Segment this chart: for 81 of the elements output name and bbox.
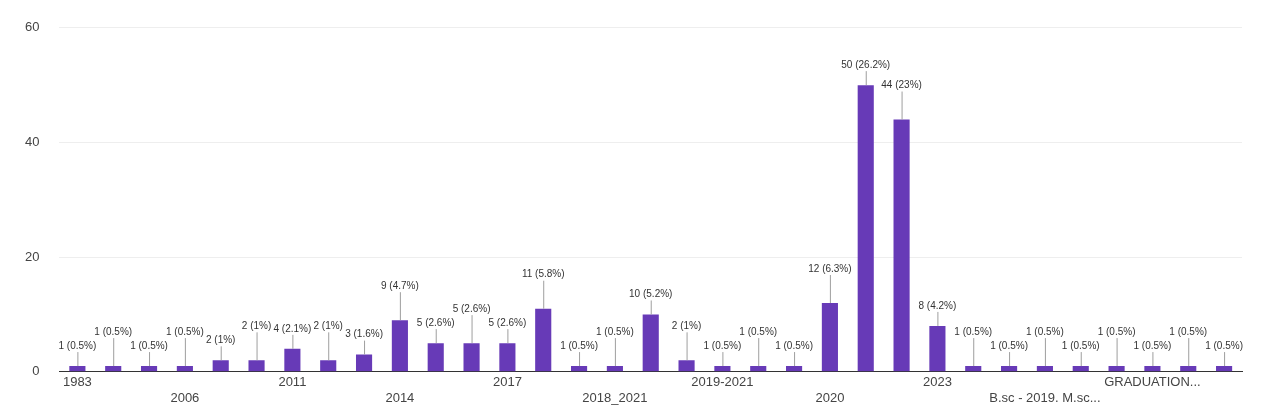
- bar: [571, 366, 588, 372]
- bar: [965, 366, 982, 372]
- bar: [499, 343, 516, 372]
- data-label: 5 (2.6%): [488, 316, 527, 328]
- data-label: 1 (0.5%): [560, 339, 598, 351]
- bar: [248, 360, 265, 372]
- data-label: 1 (0.5%): [596, 325, 634, 337]
- bar: [535, 308, 552, 372]
- data-label: 1 (0.5%): [739, 325, 778, 337]
- data-label: 1 (0.5%): [1097, 325, 1136, 337]
- data-label: 12 (6.3%): [808, 262, 852, 274]
- data-label: 44 (23%): [881, 79, 922, 91]
- data-label: 50 (26.2%): [841, 58, 891, 70]
- x-tick-label: B.sc - 2019. M.sc...: [989, 389, 1101, 405]
- data-label: 3 (1.6%): [345, 328, 383, 340]
- bar: [1108, 366, 1125, 372]
- bar: [1072, 366, 1089, 372]
- x-tick-label: 2017: [492, 374, 522, 390]
- data-label: 1 (0.5%): [1026, 325, 1064, 337]
- x-tick-label: 2019-2021: [691, 374, 754, 390]
- y-tick-label: 20: [24, 248, 40, 264]
- data-label: 2 (1%): [671, 320, 702, 332]
- bar: [463, 343, 480, 372]
- data-label: 1 (0.5%): [165, 325, 204, 337]
- bar: [69, 366, 86, 372]
- data-label: 1 (0.5%): [58, 339, 97, 351]
- y-tick-label: 40: [24, 134, 40, 150]
- bar: [929, 325, 946, 372]
- data-label: 4 (2.1%): [273, 322, 312, 334]
- data-label: 1 (0.5%): [1205, 339, 1243, 351]
- bar: [284, 348, 301, 372]
- bar: [176, 366, 193, 372]
- bar: [821, 303, 838, 372]
- data-label: 5 (2.6%): [416, 316, 455, 328]
- bar: [642, 314, 659, 372]
- bar: [1180, 366, 1197, 372]
- data-label: 1 (0.5%): [990, 339, 1028, 351]
- bar: [391, 320, 408, 372]
- x-tick-label: 2011: [278, 374, 307, 390]
- x-tick-label: GRADUATION...: [1104, 374, 1201, 390]
- data-label: 1 (0.5%): [130, 339, 168, 351]
- bar: [427, 343, 444, 372]
- data-label: 1 (0.5%): [775, 339, 813, 351]
- bar: [678, 360, 695, 372]
- x-tick-label: 2023: [922, 374, 952, 390]
- data-label: 11 (5.8%): [521, 268, 565, 280]
- bar: [606, 366, 623, 372]
- data-label: 1 (0.5%): [703, 339, 742, 351]
- bar: [1216, 366, 1233, 372]
- x-tick-label: 2006: [170, 389, 200, 405]
- bar: [1001, 366, 1018, 372]
- data-label: 5 (2.6%): [452, 302, 491, 314]
- data-label: 2 (1%): [313, 320, 343, 332]
- data-label: 1 (0.5%): [1169, 325, 1208, 337]
- bar: [786, 366, 803, 372]
- x-tick-label: 1983: [62, 374, 92, 390]
- data-label: 2 (1%): [205, 334, 236, 346]
- x-tick-label: 2018_2021: [582, 389, 648, 405]
- bar: [355, 354, 373, 372]
- data-label: 1 (0.5%): [954, 325, 993, 337]
- data-label: 1 (0.5%): [94, 325, 133, 337]
- data-label: 8 (4.2%): [918, 299, 957, 311]
- y-tick-label: 60: [24, 19, 40, 35]
- bar: [1144, 366, 1161, 372]
- bar: [750, 366, 767, 372]
- bar: [320, 360, 337, 372]
- bar: [212, 360, 229, 372]
- bar: [893, 119, 910, 372]
- bar: [140, 366, 158, 372]
- bar: [714, 366, 731, 372]
- bar: [105, 366, 122, 372]
- bar: [1036, 366, 1053, 372]
- y-tick-label: 0: [32, 363, 40, 379]
- data-label: 1 (0.5%): [1133, 339, 1172, 351]
- data-label: 2 (1%): [241, 320, 272, 332]
- data-label: 10 (5.2%): [629, 288, 673, 300]
- bar: [857, 85, 874, 372]
- x-tick-label: 2014: [385, 389, 415, 405]
- data-label: 1 (0.5%): [1061, 339, 1100, 351]
- x-tick-label: 2020: [815, 389, 845, 405]
- data-label: 9 (4.7%): [380, 279, 419, 291]
